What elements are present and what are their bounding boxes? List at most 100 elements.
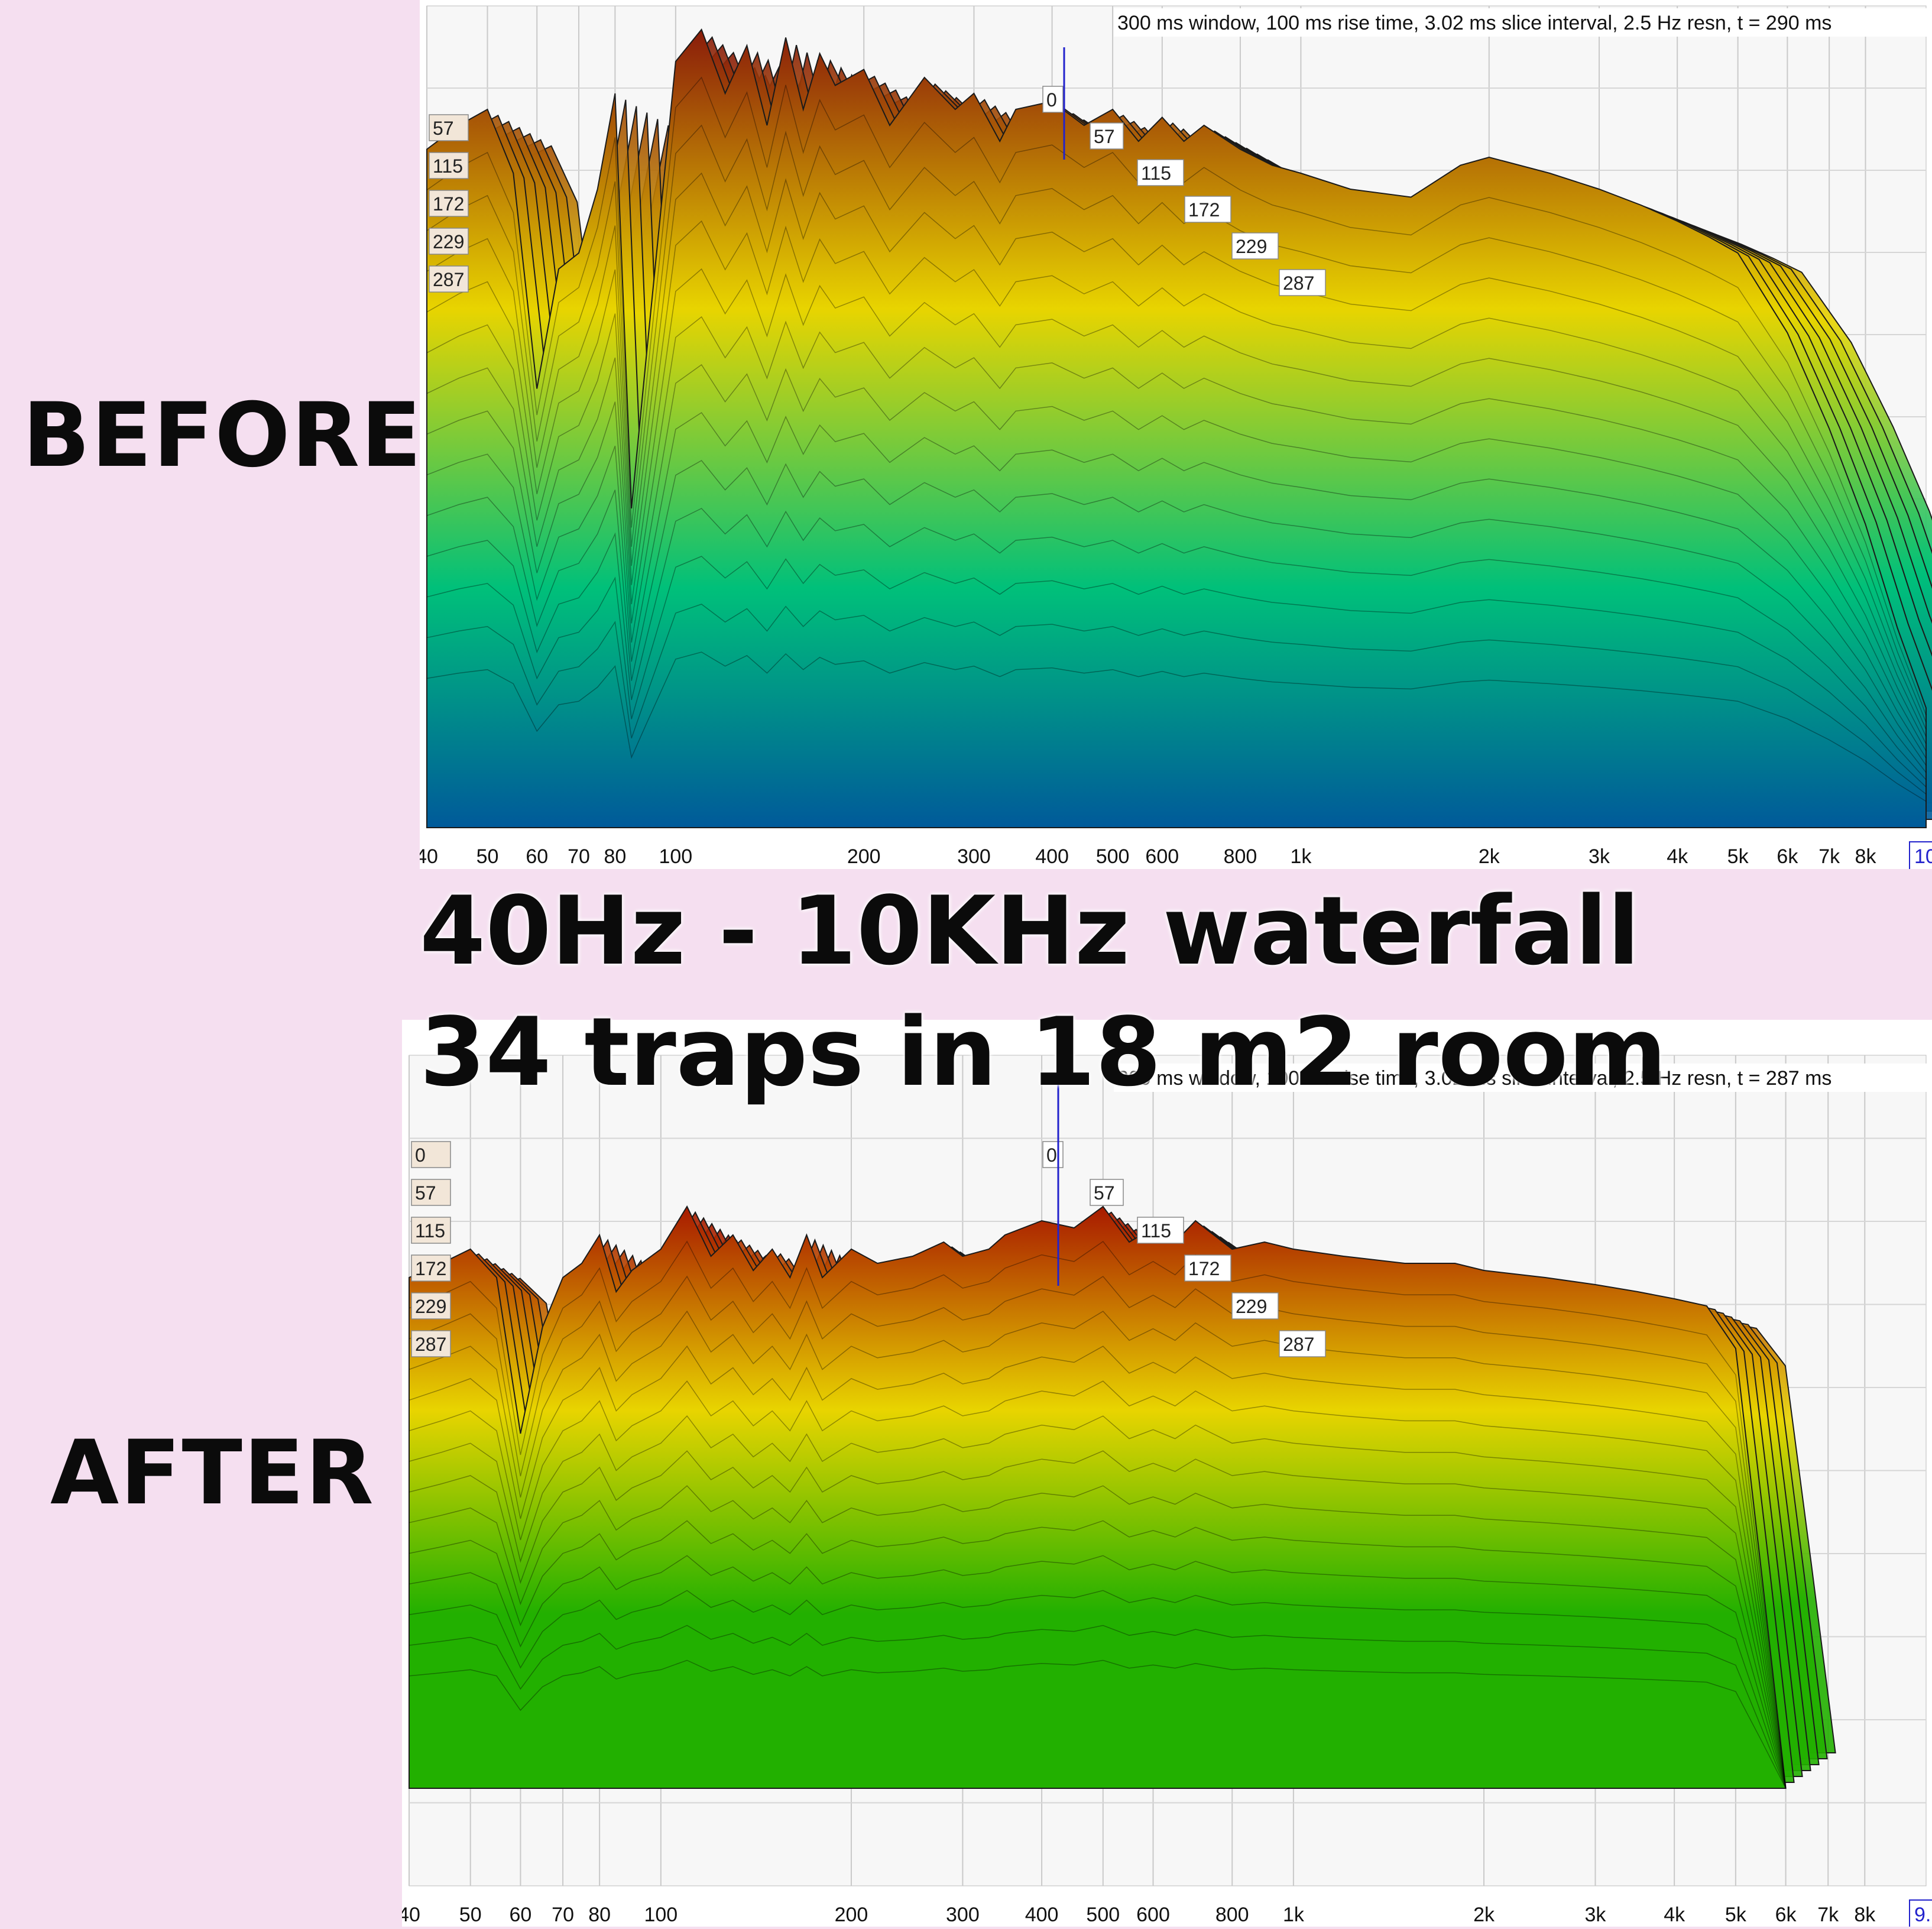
x-tick-label: 7k [1818,845,1840,868]
x-tick-label: 4k [1667,845,1688,868]
time-label-right: 57 [1094,126,1115,147]
x-tick-label: 70 [568,845,590,868]
waterfall-contour [409,1590,1787,1789]
x-tick-label: 600 [1136,1904,1170,1926]
x-tick-label: 500 [1096,845,1130,868]
waterfall-slice [409,1205,1787,1789]
time-label-left-box [411,1217,451,1244]
x-end-label-box [1909,841,1932,871]
time-label-right: 172 [1188,1258,1220,1279]
waterfall-contour [409,1380,1787,1789]
time-label-right: 287 [1283,273,1314,294]
time-label-right-box [1042,86,1064,113]
time-label-left-box [429,114,469,141]
time-label-right-box [1184,196,1231,223]
x-tick-label: 800 [1224,845,1257,868]
time-label-left-box [429,190,469,217]
x-tick-label: 50 [476,845,499,868]
time-label-left: 0 [415,1145,426,1166]
x-tick-label: 7k [1817,1904,1839,1926]
time-label-right: 0 [1046,89,1057,111]
x-tick-label: 800 [1215,1904,1249,1926]
waterfall-contour [426,556,1927,787]
x-tick-label: 8k [1855,845,1877,868]
time-label-left: 229 [415,1296,446,1317]
x-tick-label: 40 [402,1904,420,1926]
before-chart-panel: 300 ms window, 100 ms rise time, 3.02 ms… [416,0,1932,871]
time-label-left-box [411,1292,451,1319]
x-tick-label: 3k [1585,1904,1607,1926]
time-label-left-box [429,265,469,293]
time-label-right-box [1090,1179,1124,1206]
time-label-right: 287 [1283,1334,1314,1355]
waterfall-contour [409,1415,1787,1789]
time-label-right: 0 [1046,1145,1057,1166]
time-label-right: 57 [1094,1182,1115,1204]
time-label-right-box [1231,232,1279,260]
waterfall-contour [409,1450,1787,1789]
time-label-left-box [411,1254,451,1282]
x-tick-label: 100 [644,1904,678,1926]
time-label-right-box [1042,1141,1064,1168]
chart-title-text: 300 ms window, 100 ms rise time, 3.02 ms… [1117,1067,1831,1090]
x-tick-label: 400 [1025,1904,1059,1926]
time-label-right-box [1090,122,1124,150]
x-end-label: 10.0 [1914,845,1932,868]
time-label-right-box [1137,159,1184,186]
time-label-right: 115 [1141,163,1171,184]
x-tick-label: 6k [1775,1904,1797,1926]
time-label-right: 229 [1236,1296,1267,1317]
time-label-left: 287 [433,269,464,290]
x-end-label: 9.9 [1914,1904,1932,1926]
x-tick-label: 200 [835,1904,868,1926]
time-label-left-box [411,1179,451,1206]
time-label-left: 287 [415,1334,446,1355]
time-label-left: 57 [433,118,454,139]
time-label-left: 115 [415,1220,445,1241]
waterfall-contour [426,364,1927,758]
x-tick-label: 2k [1473,1904,1495,1926]
x-tick-label: 50 [459,1904,482,1926]
waterfall-contour [409,1555,1787,1789]
x-tick-label: 400 [1035,845,1069,868]
chart-title: 300 ms window, 100 ms rise time, 3.02 ms… [1114,1064,1928,1092]
after-waterfall-chart: 300 ms window, 100 ms rise time, 3.02 ms… [398,1020,1932,1929]
x-tick-label: 6k [1777,845,1798,868]
waterfall-contour [409,1310,1787,1789]
caption-line-2: 34 traps in 18 m2 room [420,997,1667,1107]
time-label-left-box [429,228,469,255]
x-tick-label: 40 [420,845,438,868]
waterfall-contour [409,1240,1787,1789]
waterfall-contour [409,1275,1787,1789]
x-tick-label: 80 [604,845,626,868]
time-label-left: 172 [415,1258,446,1279]
after-label: AFTER [50,1422,375,1525]
waterfall-contour [426,460,1927,773]
x-tick-label: 1k [1283,1904,1305,1926]
x-tick-label: 80 [588,1904,611,1926]
time-label-left-box [411,1330,451,1357]
x-tick-label: 300 [957,845,991,868]
after-chart-panel: 300 ms window, 100 ms rise time, 3.02 ms… [398,1020,1932,1929]
time-label-right: 115 [1141,1220,1171,1241]
time-label-right: 229 [1236,236,1267,257]
x-tick-label: 60 [526,845,548,868]
time-label-left-box [429,152,469,179]
time-label-right-box [1231,1292,1279,1319]
waterfall-contour [426,76,1927,715]
time-label-right-box [1279,269,1326,296]
waterfall-contour [409,1625,1787,1789]
x-tick-label: 500 [1086,1904,1120,1926]
x-tick-label: 5k [1727,845,1749,868]
x-tick-label: 5k [1725,1904,1747,1926]
waterfall-contour [409,1659,1787,1789]
waterfall-contour [409,1345,1787,1789]
x-tick-label: 3k [1589,845,1610,868]
waterfall-contour [426,508,1927,780]
time-label-left: 172 [433,193,464,215]
waterfall-contour [426,172,1927,730]
time-label-left-box [411,1141,451,1168]
waterfall-contour [409,1485,1787,1789]
time-label-left: 115 [433,155,463,177]
x-tick-label: 600 [1145,845,1179,868]
